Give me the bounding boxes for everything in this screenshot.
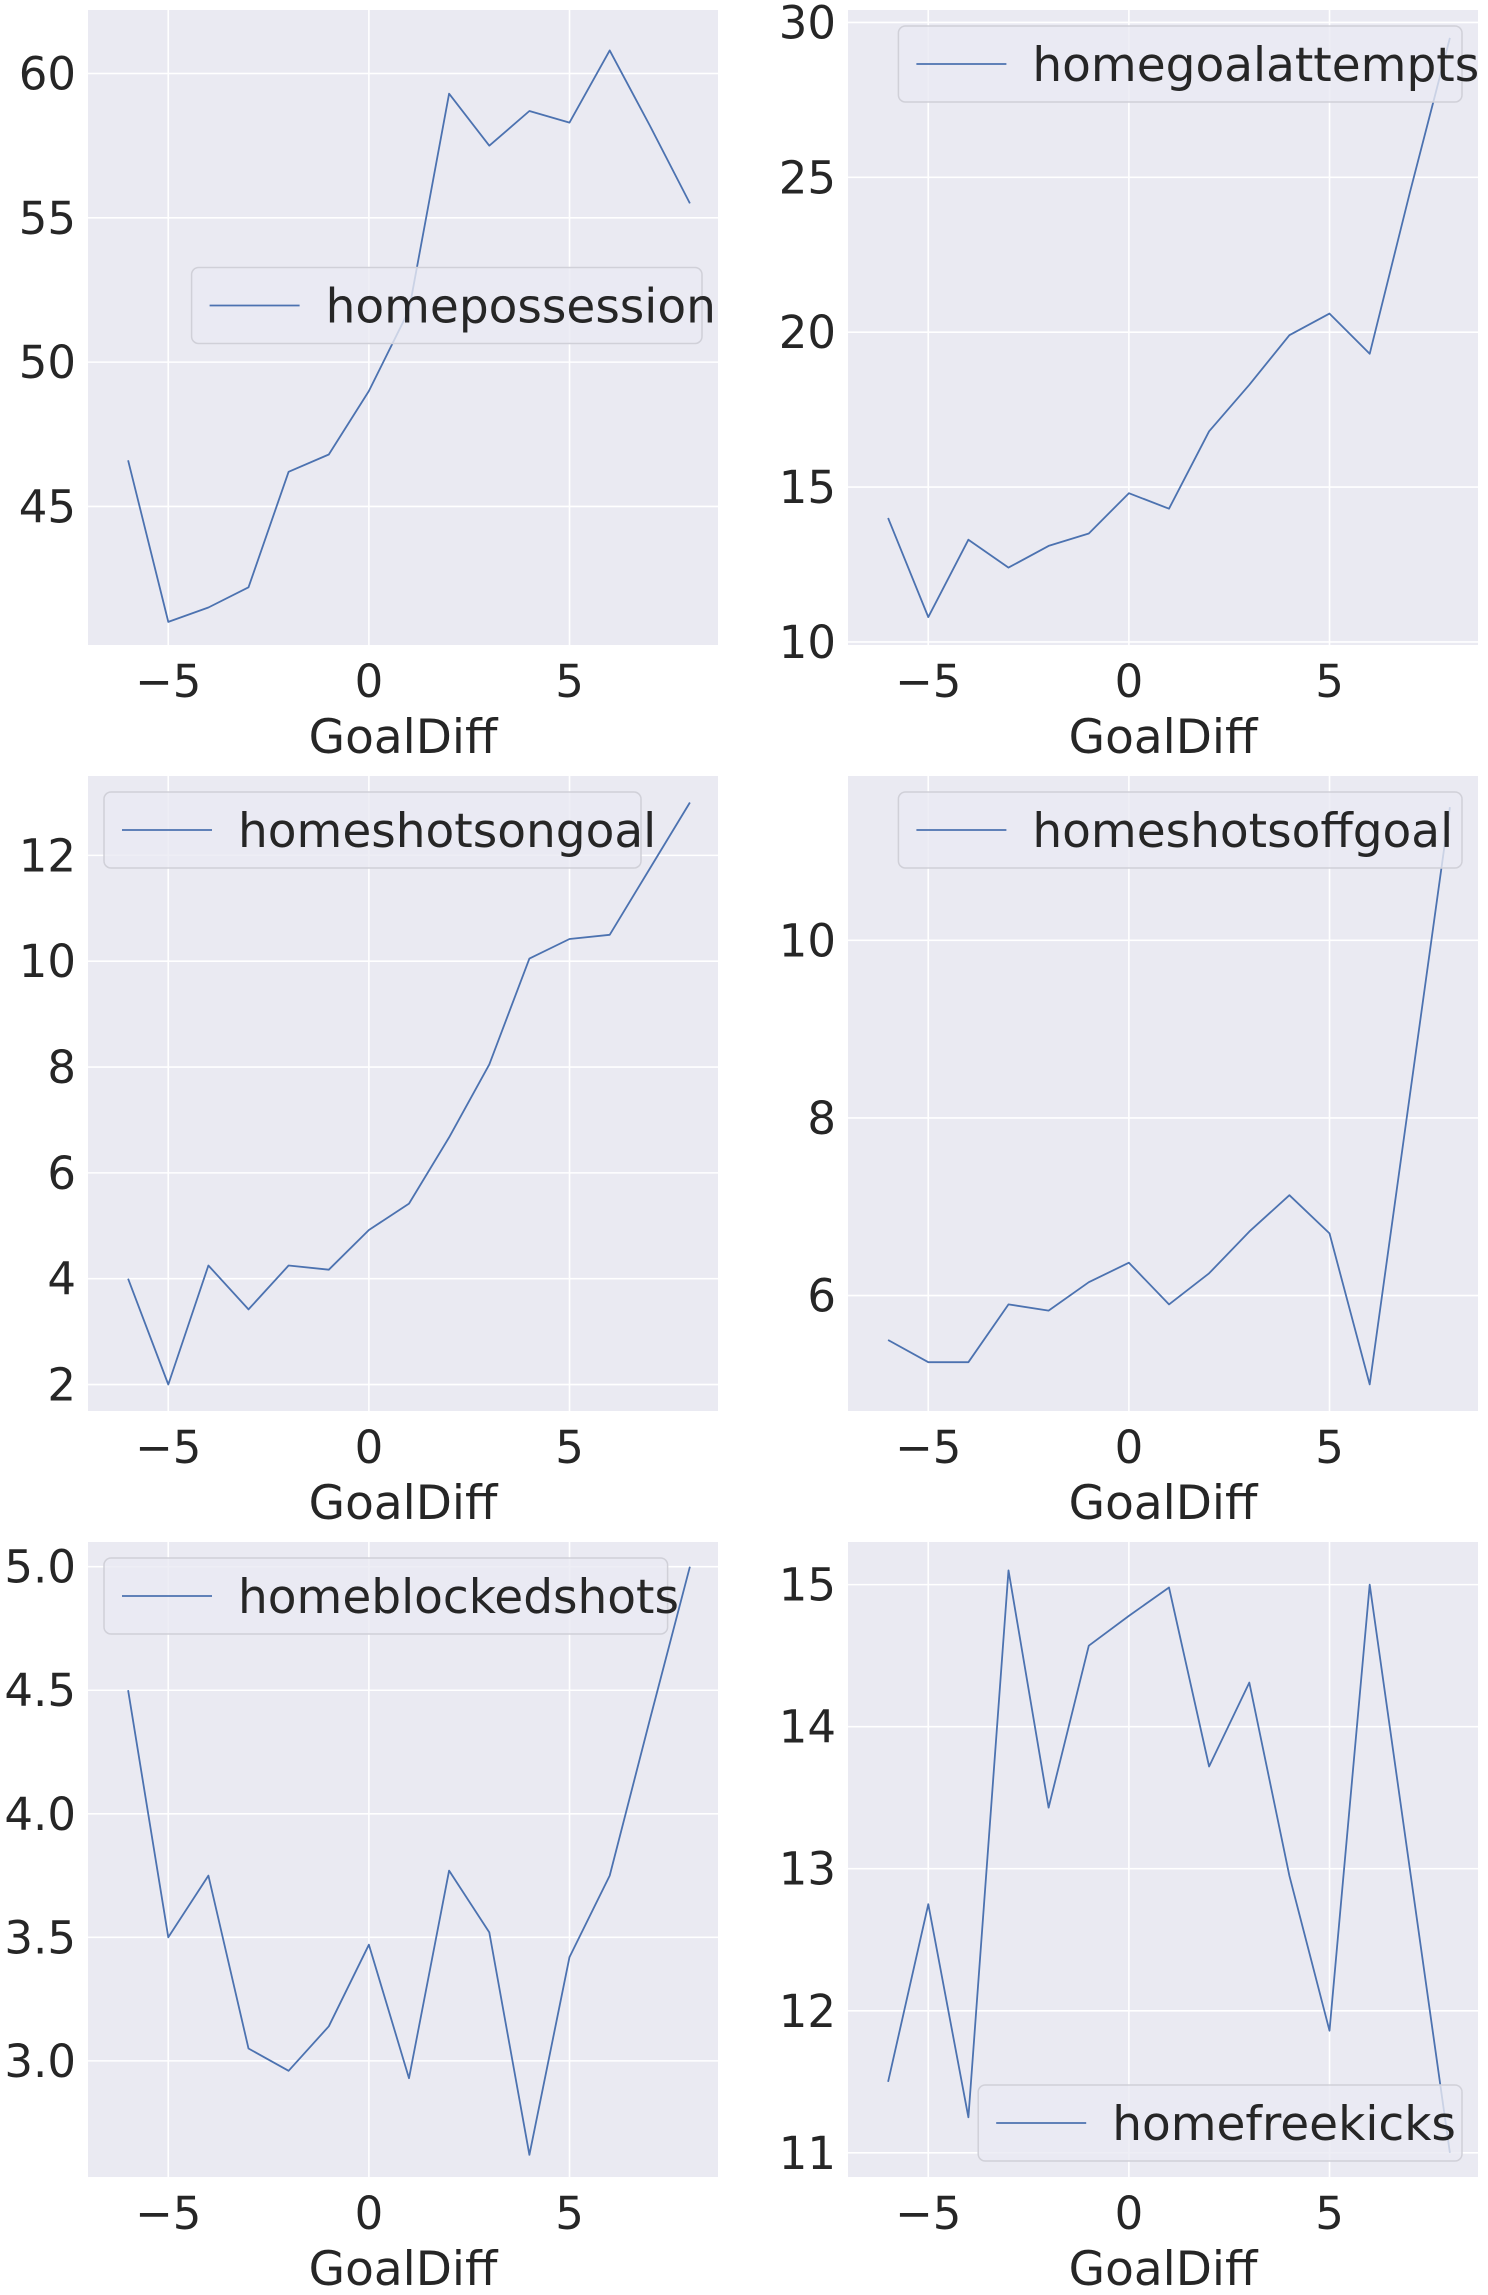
series-line-homeshotsongoal (127, 802, 691, 1386)
y-tick-label: 4 (47, 1253, 76, 1306)
legend: homeshotsoffgoal (897, 791, 1463, 869)
y-tick-label: 3.5 (4, 1911, 76, 1964)
y-tick-label: 11 (779, 2127, 836, 2180)
series-line-homefreekicks (887, 1569, 1451, 2154)
legend: homepossession (190, 266, 716, 345)
legend-box (897, 25, 1463, 103)
y-tick-label: 45 (19, 480, 76, 533)
x-axis-label: GoalDiff (1069, 2242, 1259, 2295)
series-line-homegoalattempts (887, 37, 1451, 618)
plot-area (848, 10, 1478, 645)
y-tick-label: 5.0 (4, 1541, 76, 1594)
x-tick-label: 5 (1315, 1421, 1344, 1474)
y-tick-label: 15 (779, 461, 836, 514)
legend-label: homegoalattempts (1032, 38, 1479, 93)
y-tick-label: 60 (19, 48, 76, 101)
x-tick-label: 5 (1315, 655, 1344, 708)
subplot-homepossession: −5 0 5 45 50 55 60 GoalDiff homepossession (19, 10, 718, 765)
y-tick-label: 50 (19, 336, 76, 389)
legend-label: homeshotsongoal (238, 804, 656, 859)
x-tick-label: 0 (1115, 655, 1144, 708)
x-tick-label: 0 (355, 655, 384, 708)
x-axis-label: GoalDiff (1069, 1476, 1259, 1531)
legend: homegoalattempts (897, 25, 1479, 103)
y-tick-label: 4.0 (4, 1788, 76, 1841)
plot-area (848, 776, 1478, 1411)
legend-box (103, 791, 642, 869)
legend-label: homepossession (326, 280, 716, 335)
x-axis-label: GoalDiff (309, 710, 499, 765)
x-axis-label: GoalDiff (1069, 710, 1259, 765)
y-tick-label: 10 (779, 914, 836, 967)
legend-label: homeblockedshots (238, 1570, 679, 1625)
y-tick-label: 8 (47, 1041, 76, 1094)
y-tick-label: 13 (779, 1843, 836, 1896)
legend: homeblockedshots (103, 1557, 679, 1635)
series-line-homeshotsoffgoal (887, 806, 1451, 1386)
y-tick-label: 3.0 (4, 2035, 76, 2088)
x-tick-label: −5 (135, 655, 201, 708)
plot-area (88, 776, 718, 1411)
legend-box (103, 1557, 669, 1635)
x-tick-label: 0 (355, 2187, 384, 2240)
y-tick-label: 25 (779, 151, 836, 204)
y-tick-label: 2 (47, 1359, 76, 1412)
y-tick-label: 10 (19, 935, 76, 988)
subplot-homefreekicks: −5 0 5 11 12 13 14 15 GoalDiff homefreekicks (779, 1542, 1478, 2295)
y-tick-label: 6 (47, 1147, 76, 1200)
y-tick-label: 14 (779, 1701, 836, 1754)
x-tick-label: −5 (895, 2187, 961, 2240)
plot-area (88, 1542, 718, 2177)
x-tick-label: −5 (135, 1421, 201, 1474)
y-tick-label: 55 (19, 192, 76, 245)
legend: homeshotsongoal (103, 791, 656, 869)
x-tick-label: −5 (895, 1421, 961, 1474)
x-axis-label: GoalDiff (309, 2242, 499, 2295)
legend-box (977, 2084, 1463, 2162)
x-tick-label: 5 (555, 1421, 584, 1474)
x-tick-label: −5 (895, 655, 961, 708)
y-tick-label: 30 (779, 0, 836, 49)
y-tick-label: 12 (19, 829, 76, 882)
y-tick-label: 8 (807, 1092, 836, 1145)
x-tick-label: 5 (555, 2187, 584, 2240)
plot-area (848, 1542, 1478, 2177)
legend-box (897, 791, 1463, 869)
y-tick-label: 20 (779, 306, 836, 359)
y-tick-label: 6 (807, 1270, 836, 1323)
legend: homefreekicks (977, 2084, 1463, 2162)
series-line-homeblockedshots (127, 1566, 691, 2156)
subplot-homegoalattempts: −5 0 5 10 15 20 25 30 GoalDiff homegoalattempts (779, 0, 1479, 765)
x-tick-label: 0 (1115, 2187, 1144, 2240)
legend-label: homeshotsoffgoal (1032, 804, 1453, 859)
y-tick-label: 4.5 (4, 1664, 76, 1717)
subplot-homeshotsoffgoal: −5 0 5 6 8 10 GoalDiff homeshotsoffgoal (779, 776, 1478, 1531)
y-tick-label: 15 (779, 1559, 836, 1612)
x-tick-label: 0 (1115, 1421, 1144, 1474)
subplot-homeshotsongoal: −5 0 5 2 4 6 8 10 12 GoalDiff homeshotsongoal (19, 776, 718, 1531)
y-tick-label: 10 (779, 616, 836, 669)
subplot-homeblockedshots: −5 0 5 3.0 3.5 4.0 4.5 5.0 GoalDiff homeblockedsh… (4, 1541, 718, 2295)
x-tick-label: 5 (1315, 2187, 1344, 2240)
x-tick-label: 0 (355, 1421, 384, 1474)
x-axis-label: GoalDiff (309, 1476, 499, 1531)
y-tick-label: 12 (779, 1985, 836, 2038)
x-tick-label: 5 (555, 655, 584, 708)
legend-label: homefreekicks (1112, 2097, 1456, 2152)
x-tick-label: −5 (135, 2187, 201, 2240)
legend-box (190, 266, 703, 345)
